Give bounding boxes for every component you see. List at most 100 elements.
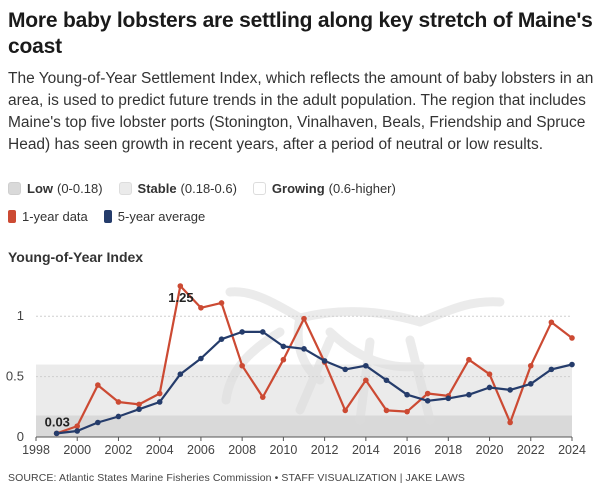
series-legend: 1-year data 5-year average [8, 209, 221, 224]
x-tick-label: 2018 [434, 443, 462, 457]
series-1-year-point [115, 399, 122, 405]
series-5-year-point [156, 399, 163, 405]
series-1-year-point [342, 407, 349, 414]
page-subtitle: The Young-of-Year Settlement Index, whic… [8, 70, 594, 153]
series-1-year-point [218, 300, 225, 306]
legend-label-1-year: 1-year data [22, 209, 88, 224]
x-tick-label: 2006 [187, 443, 215, 457]
legend-swatch-1-year [8, 210, 16, 223]
series-5-year-point [218, 336, 225, 342]
series-5-year-point [301, 346, 307, 352]
series-1-year-point [136, 401, 142, 408]
series-1-year-point [383, 407, 390, 414]
series-5-year-point [53, 430, 60, 437]
annotations-layer: 0.03 1.25 [45, 290, 194, 429]
series-1-year-point [239, 362, 245, 369]
legend-label-low: Low [27, 181, 53, 196]
series-5-year-point [424, 397, 431, 404]
series-5-year-point [177, 371, 184, 377]
series-1-year-point [259, 394, 266, 400]
series-1-year-point [404, 408, 410, 415]
series-5-year-point [239, 329, 245, 335]
series-5-year-point [321, 358, 328, 364]
series-5-year-point [466, 391, 472, 398]
source-note: SOURCE: Atlantic States Marine Fisheries… [8, 472, 465, 484]
x-tick-label: 1998 [22, 443, 50, 457]
series-5-year-point [486, 384, 493, 391]
x-tick-label: 2014 [352, 443, 380, 457]
series-1-year-point [569, 335, 575, 341]
series-5-year-point [136, 406, 142, 413]
legend-swatch-5-year [103, 210, 112, 223]
series-5-year-point [363, 362, 369, 369]
x-tick-label: 2024 [558, 443, 586, 457]
series-5-year-point [527, 381, 534, 387]
series-5-year-point [383, 377, 390, 384]
lines-layer [56, 284, 573, 435]
series-1-year-point [280, 356, 287, 363]
series-5-year-point [507, 387, 513, 393]
legend-item-stable: Stable (0.18-0.6) [118, 181, 237, 196]
line-chart: 0 0.5 1 1998 2000 2002 2004 2006 2008 2010 2012 201… [6, 280, 586, 457]
series-1-year-point [486, 371, 493, 377]
series-1-year-point [424, 390, 431, 397]
series-5-year-point [569, 361, 575, 368]
x-tick-label: 2000 [63, 443, 91, 457]
legend-item-1-year: 1-year data [8, 209, 88, 224]
series-5-year-point [259, 329, 266, 335]
band-legend: Low (0-0.18) Stable (0.18-0.6) Growing (… [8, 181, 412, 196]
series-5-year-point [548, 366, 555, 373]
series-5-year-point [342, 366, 349, 373]
legend-range-low: (0-0.18) [57, 181, 103, 196]
series-1-year-point [198, 304, 204, 311]
series-5-year-point [445, 395, 452, 402]
x-tick-label: 2010 [269, 443, 297, 457]
series-1-year-point [95, 382, 101, 388]
legend-swatch-growing [252, 182, 266, 195]
x-tick-label: 2022 [517, 443, 545, 457]
x-tick-label: 2008 [228, 443, 256, 457]
legend-swatch-low [8, 182, 21, 195]
legend-item-growing: Growing (0.6-higher) [252, 181, 396, 196]
series-5-year-point [95, 419, 101, 426]
series-5-year-line [56, 330, 573, 435]
series-5-year-point [115, 413, 122, 420]
legend-label-5-year: 5-year average [117, 209, 206, 224]
lobster-watermark-icon [221, 287, 505, 425]
x-tick-label: 2004 [146, 443, 174, 457]
x-tick-label: 2016 [393, 443, 421, 457]
x-tick-label: 2002 [105, 443, 133, 457]
series-1-year-point [301, 315, 307, 322]
y-axis-title: Young-of-Year Index [8, 249, 144, 265]
axis-layer: 0 0.5 1 1998 2000 2002 2004 2006 2008 2010 2012 201… [6, 308, 586, 457]
page-title: More baby lobsters are settling along ke… [8, 9, 593, 58]
legend-label-growing: Growing [271, 181, 325, 196]
band-low [36, 415, 572, 437]
series-1-year-point [74, 423, 81, 429]
legend-label-stable: Stable [137, 181, 177, 196]
series-5-year-point [280, 343, 287, 350]
series-5-year-point [74, 428, 81, 434]
data-label: 0.03 [45, 414, 70, 429]
series-1-year-line [56, 284, 573, 435]
series-1-year-point [363, 377, 369, 384]
series-1-year-point [507, 419, 513, 426]
y-tick-label: 1 [17, 308, 24, 323]
points-layer [53, 283, 575, 437]
x-tick-label: 2020 [476, 443, 504, 457]
y-tick-label: 0 [17, 429, 24, 444]
series-1-year-point [548, 319, 555, 326]
legend-item-low: Low (0-0.18) [8, 181, 103, 196]
data-label: 1.25 [168, 290, 193, 305]
series-1-year-point [156, 390, 163, 397]
series-1-year-point [527, 362, 534, 369]
y-tick-label: 0.5 [6, 369, 24, 384]
legend-swatch-stable [118, 182, 132, 195]
series-5-year-point [404, 391, 410, 398]
legend-range-growing: (0.6-higher) [328, 181, 396, 196]
series-1-year-point [466, 356, 472, 363]
series-5-year-point [198, 355, 204, 362]
legend-range-stable: (0.18-0.6) [180, 181, 237, 196]
legend-item-5-year: 5-year average [103, 209, 206, 224]
